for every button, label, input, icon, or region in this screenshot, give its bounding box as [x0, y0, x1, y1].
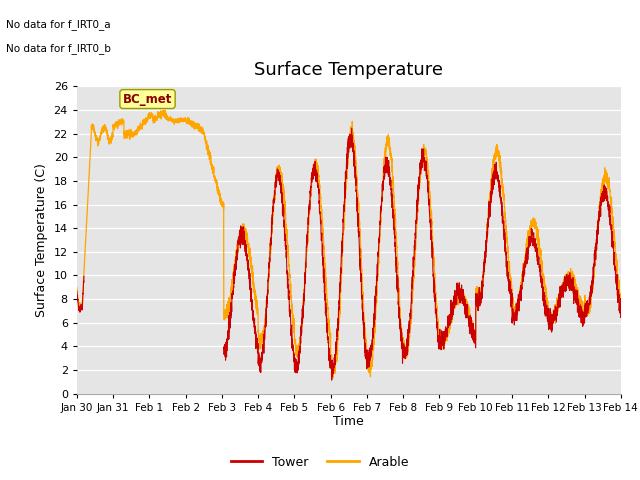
Text: BC_met: BC_met: [123, 93, 172, 106]
Text: No data for f_IRT0_b: No data for f_IRT0_b: [6, 43, 111, 54]
X-axis label: Time: Time: [333, 415, 364, 429]
Text: No data for f_IRT0_a: No data for f_IRT0_a: [6, 19, 111, 30]
Title: Surface Temperature: Surface Temperature: [254, 61, 444, 79]
Y-axis label: Surface Temperature (C): Surface Temperature (C): [35, 163, 48, 317]
Legend: Tower, Arable: Tower, Arable: [226, 451, 414, 474]
